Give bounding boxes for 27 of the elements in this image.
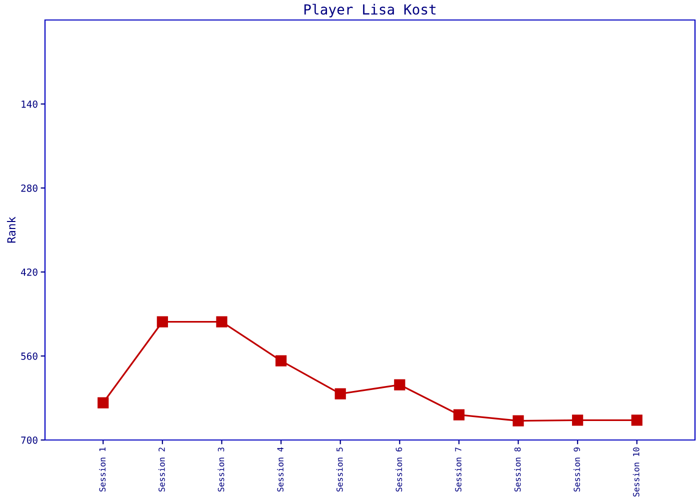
point [275,355,287,366]
chart-title: Player Lisa Kost [304,4,436,18]
x-tick-label: Session 6 [396,447,402,492]
point [156,316,168,328]
x-tick-label: Session 9 [574,448,580,492]
point [453,409,465,420]
y-tick-label: 700 [21,436,38,444]
x-tick-label: Session 8 [514,447,521,492]
x-tick-label: Session 2 [158,448,165,492]
y-tick-label: 140 [22,100,38,108]
y-axis-title: Rank [6,216,16,243]
y-tick-label: 280 [21,184,38,192]
x-tick-label: Session 7 [454,448,462,492]
point [216,316,228,328]
point [512,415,524,426]
x-tick-label: Session 4 [277,447,284,492]
point [334,388,346,400]
x-tick-label: Session 3 [218,448,224,492]
y-tick-label: 420 [20,268,38,276]
y-tick-label: 560 [21,352,38,360]
x-tick-label: Session 10 [632,447,640,497]
x-tick-label: Session 1 [99,448,106,492]
point [98,397,109,408]
x-tick-label: Session 5 [336,448,343,492]
point [572,414,584,426]
point [394,379,406,390]
point [631,414,642,426]
